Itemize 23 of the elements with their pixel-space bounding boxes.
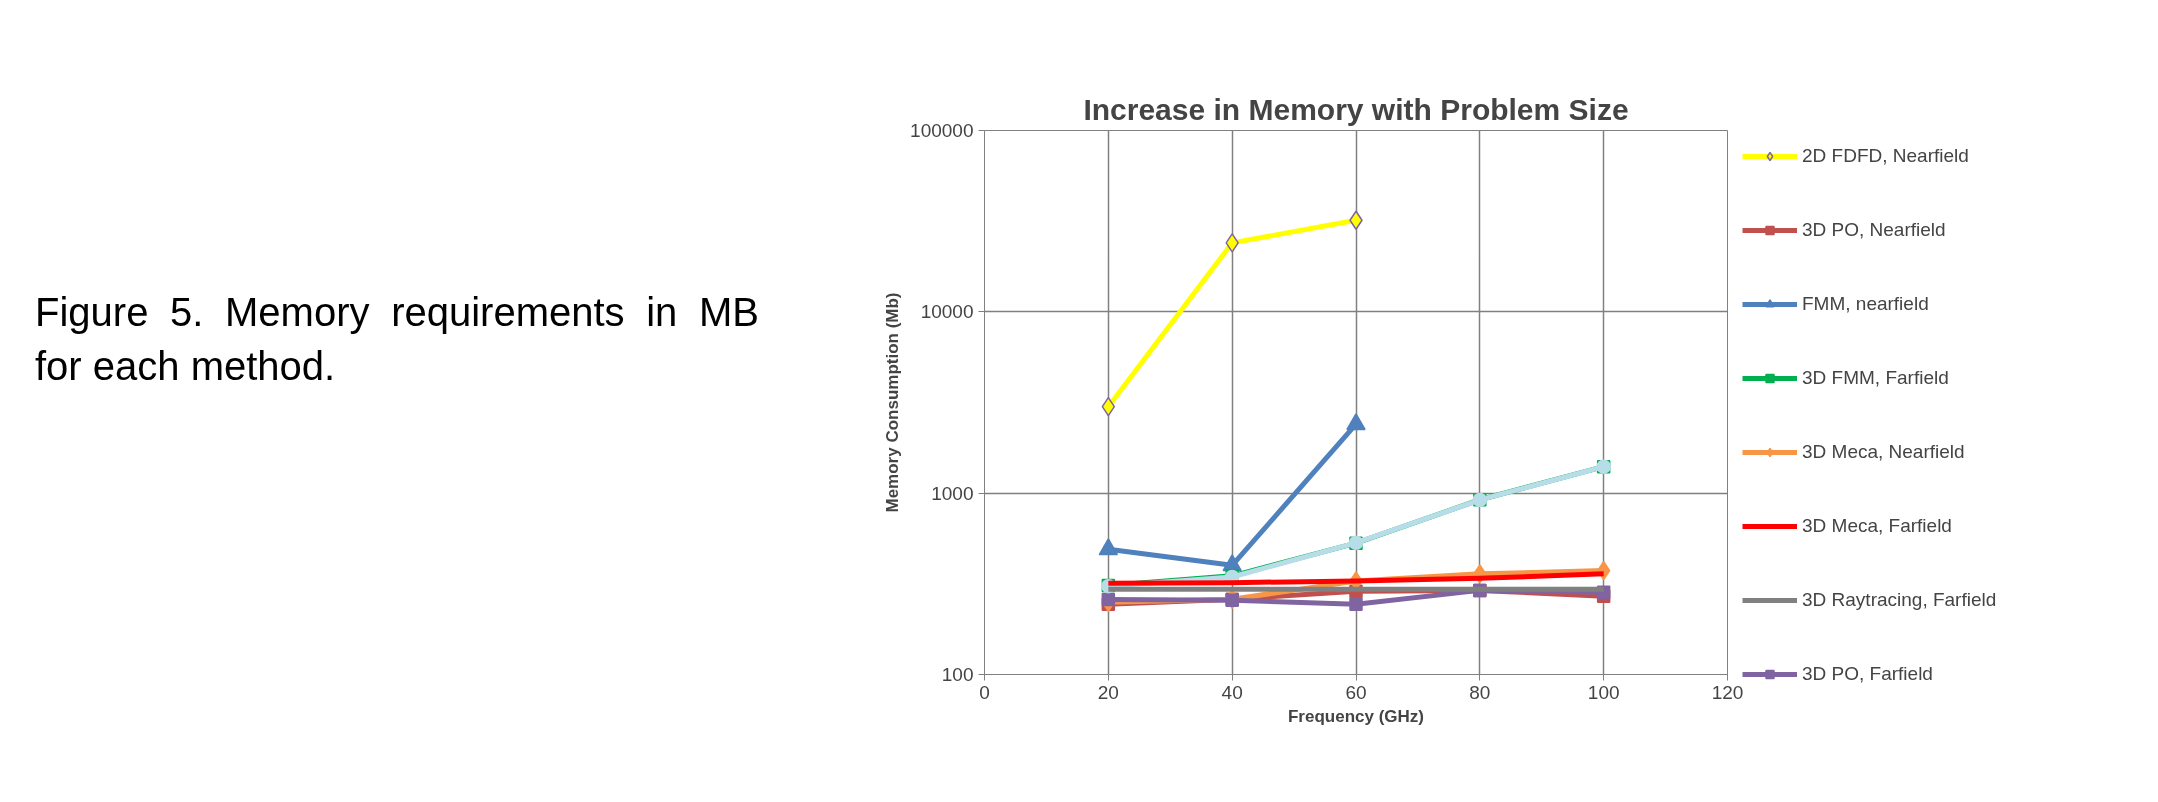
x-tick-label: 0 [979, 681, 990, 703]
x-tick-label: 40 [1221, 681, 1243, 703]
x-tick-label: 20 [1097, 681, 1119, 703]
x-axis-title: Frequency (GHz) [1287, 706, 1425, 726]
legend-label: 3D Meca, Farfield [1802, 515, 1952, 537]
x-tick-label: 100 [1587, 681, 1620, 703]
legend-label: 3D PO, Nearfield [1802, 219, 1946, 241]
caption: Figure 5. Memory requirements in MB for each method. [35, 289, 759, 390]
legend-label: 3D PO, Farfield [1802, 663, 1933, 685]
legend-label: 3D FMM, Farfield [1802, 367, 1949, 389]
y-tick-label: 100 [941, 664, 974, 685]
y-axis-title: Memory Consumption (Mb) [883, 292, 903, 513]
y-tick-label: 1000 [931, 482, 974, 504]
chart-title: Increase in Memory with Problem Size [1083, 92, 1629, 126]
legend-label: FMM, nearfield [1802, 293, 1929, 315]
legend-label: 3D Raytracing, Farfield [1802, 589, 1997, 611]
x-tick-label: 60 [1345, 681, 1367, 703]
y-tick-label: 100000 [910, 120, 974, 141]
legend-label: 2D FDFD, Nearfield [1802, 145, 1969, 167]
x-tick-label: 80 [1469, 681, 1491, 703]
x-tick-label: 120 [1711, 681, 1744, 703]
legend-label: 3D Meca, Nearfield [1802, 441, 1965, 463]
y-tick-label: 10000 [920, 301, 974, 323]
